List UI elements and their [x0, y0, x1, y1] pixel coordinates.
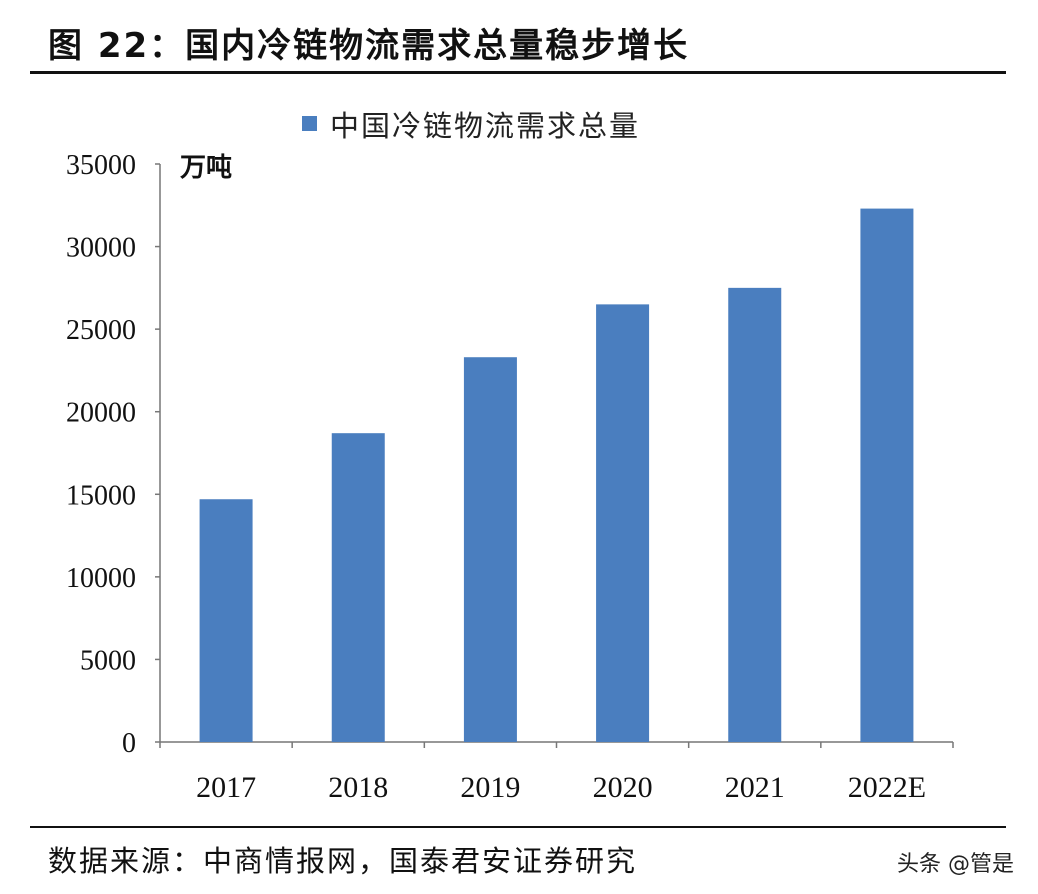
y-tick-label: 30000	[66, 233, 136, 264]
source-note: 数据来源：中商情报网，国泰君安证券研究	[48, 844, 638, 878]
bar-2019	[463, 357, 517, 742]
legend: 中国冷链物流需求总量	[302, 109, 640, 143]
bar-2022E	[860, 208, 914, 743]
legend-swatch	[302, 116, 317, 131]
bar-2018	[331, 433, 385, 742]
footer-divider	[30, 826, 1006, 828]
x-tick-label: 2017	[196, 771, 256, 804]
x-tick-label: 2019	[460, 771, 520, 804]
x-tick-label: 2020	[593, 771, 653, 804]
legend-label: 中国冷链物流需求总量	[330, 109, 640, 143]
y-tick-label: 5000	[80, 645, 136, 676]
y-tick-label: 20000	[66, 398, 136, 429]
y-tick-label: 25000	[66, 315, 136, 346]
title-divider	[30, 71, 1006, 74]
bar-2020	[596, 304, 650, 742]
y-tick-label: 0	[122, 728, 136, 759]
bar-2017	[199, 499, 253, 742]
x-tick-label: 2022E	[848, 771, 926, 804]
watermark: 头条 @管是	[897, 852, 1014, 877]
y-tick-label: 35000	[66, 150, 136, 181]
y-axis-unit: 万吨	[180, 153, 232, 183]
x-tick-label: 2021	[725, 771, 785, 804]
y-tick-label: 10000	[66, 563, 136, 594]
bar-2021	[728, 287, 782, 742]
figure-title: 图 22：国内冷链物流需求总量稳步增长	[48, 26, 690, 66]
x-tick-label: 2018	[328, 771, 388, 804]
y-tick-label: 15000	[66, 480, 136, 511]
